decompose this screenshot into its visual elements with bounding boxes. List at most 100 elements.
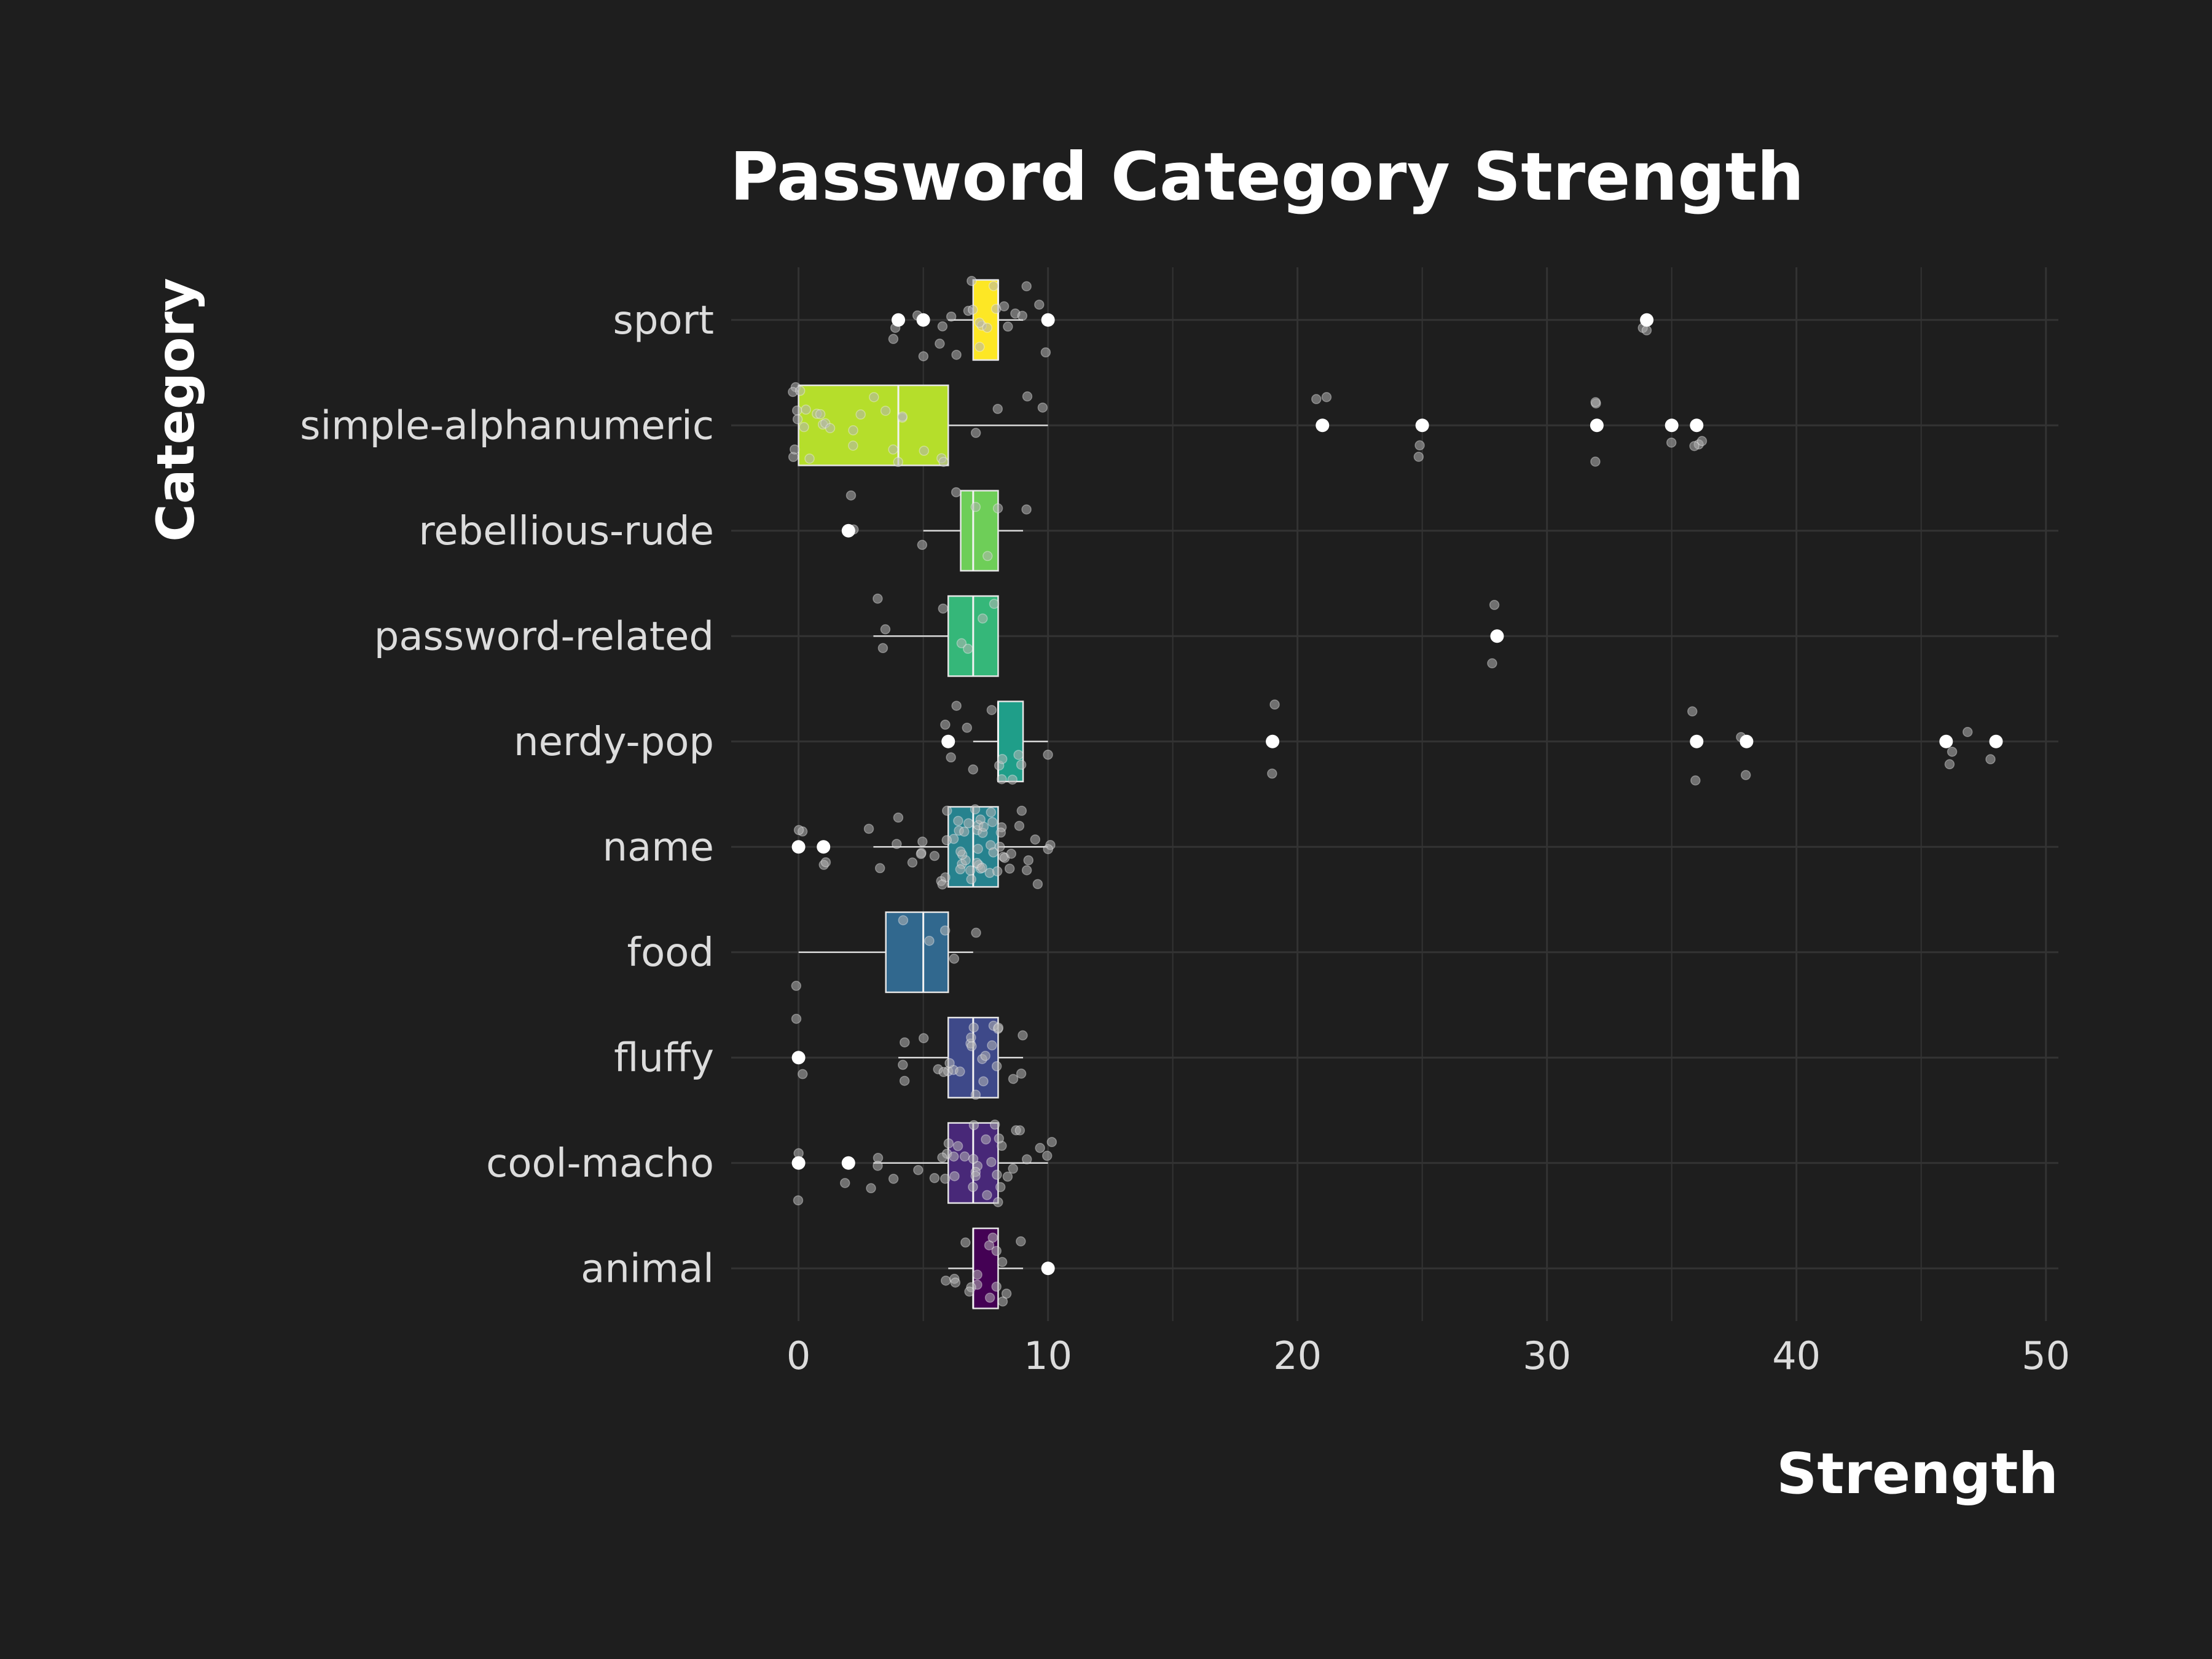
jitter-point <box>794 385 806 396</box>
jitter-points <box>788 275 1996 1307</box>
jitter-point <box>873 1161 883 1171</box>
jitter-point <box>1740 770 1751 780</box>
jitter-point <box>992 404 1003 414</box>
outlier-point <box>841 1156 855 1170</box>
jitter-point <box>986 705 997 715</box>
jitter-point <box>1267 768 1277 779</box>
jitter-point <box>991 1061 1002 1072</box>
jitter-point <box>1414 440 1425 451</box>
outlier-point <box>1041 313 1055 327</box>
jitter-point <box>965 865 976 876</box>
jitter-point <box>994 1133 1005 1144</box>
y-tick-label: sport <box>613 298 714 343</box>
jitter-point <box>978 613 988 624</box>
jitter-point <box>1002 1171 1013 1182</box>
jitter-point <box>797 1069 808 1080</box>
jitter-point <box>1008 1163 1018 1174</box>
jitter-point <box>992 866 1003 877</box>
jitter-point <box>1023 855 1033 866</box>
jitter-point <box>988 847 998 858</box>
jitter-point <box>997 1296 1008 1307</box>
jitter-point <box>880 624 891 635</box>
box <box>960 490 999 572</box>
jitter-point <box>1016 1236 1026 1247</box>
y-tick-label: simple-alphanumeric <box>300 403 714 449</box>
outlier-point <box>791 840 806 854</box>
jitter-point <box>792 414 803 425</box>
jitter-point <box>964 1286 975 1297</box>
jitter-point <box>892 839 902 849</box>
jitter-point <box>1413 452 1424 462</box>
outlier-point <box>1415 418 1429 433</box>
jitter-point <box>997 753 1008 764</box>
jitter-point <box>1035 1143 1045 1153</box>
jitter-point <box>1037 402 1048 413</box>
jitter-point <box>917 836 928 847</box>
jitter-point <box>955 864 966 874</box>
outlier-point <box>1690 734 1704 748</box>
jitter-point <box>918 351 929 362</box>
jitter-point <box>982 551 993 562</box>
jitter-point <box>951 350 962 360</box>
outlier-point <box>1739 734 1754 748</box>
outlier-point <box>817 840 831 854</box>
jitter-point <box>1003 321 1013 332</box>
jitter-point <box>950 1277 961 1288</box>
jitter-point <box>1321 392 1332 402</box>
outlier-point <box>1590 418 1604 433</box>
jitter-point <box>972 1269 982 1280</box>
jitter-point <box>820 857 831 868</box>
jitter-point <box>968 1120 979 1131</box>
jitter-point <box>845 490 857 501</box>
jitter-point <box>984 1240 995 1251</box>
jitter-point <box>801 404 811 415</box>
jitter-point <box>815 409 826 420</box>
jitter-point <box>988 281 999 291</box>
jitter-point <box>793 825 804 836</box>
jitter-point <box>941 1275 951 1286</box>
whiskers <box>798 319 1048 1269</box>
jitter-point <box>949 954 960 964</box>
jitter-point <box>918 1033 929 1043</box>
jitter-point <box>970 1171 981 1182</box>
jitter-point <box>869 392 879 402</box>
y-tick-label: fluffy <box>614 1035 714 1081</box>
jitter-point <box>900 1037 910 1048</box>
y-tick-label: password-related <box>374 614 714 659</box>
jitter-point <box>1043 844 1053 855</box>
jitter-point <box>949 1171 960 1182</box>
outlier-point <box>1939 734 1953 748</box>
outlier-point <box>791 1156 806 1170</box>
jitter-point <box>1016 1069 1027 1079</box>
jitter-point <box>937 879 947 890</box>
jitter-point <box>929 1173 940 1183</box>
jitter-point <box>1040 347 1051 358</box>
jitter-point <box>939 1174 951 1184</box>
jitter-point <box>963 643 973 654</box>
jitter-point <box>937 1152 947 1163</box>
jitter-point <box>991 1281 1002 1292</box>
jitter-point <box>1041 1150 1053 1161</box>
jitter-point <box>1006 849 1017 859</box>
jitter-point <box>1034 299 1045 310</box>
jitter-point <box>995 1182 1006 1193</box>
jitter-point <box>917 539 928 551</box>
jitter-point <box>825 423 836 434</box>
jitter-point <box>1046 1137 1057 1147</box>
jitter-point <box>956 638 967 649</box>
y-tick-label: animal <box>581 1246 714 1292</box>
jitter-point <box>1016 806 1027 816</box>
chart-title: Password Category Strength <box>730 139 1804 216</box>
jitter-point <box>1021 1154 1032 1164</box>
jitter-point <box>888 444 898 455</box>
outlier-point <box>1490 629 1504 643</box>
y-tick-label: rebellious-rude <box>418 509 714 554</box>
x-tick-label: 0 <box>786 1333 810 1378</box>
jitter-point <box>1021 281 1032 292</box>
x-tick-label: 20 <box>1273 1333 1322 1378</box>
jitter-point <box>939 925 951 936</box>
jitter-point <box>966 874 976 885</box>
jitter-point <box>863 823 874 834</box>
